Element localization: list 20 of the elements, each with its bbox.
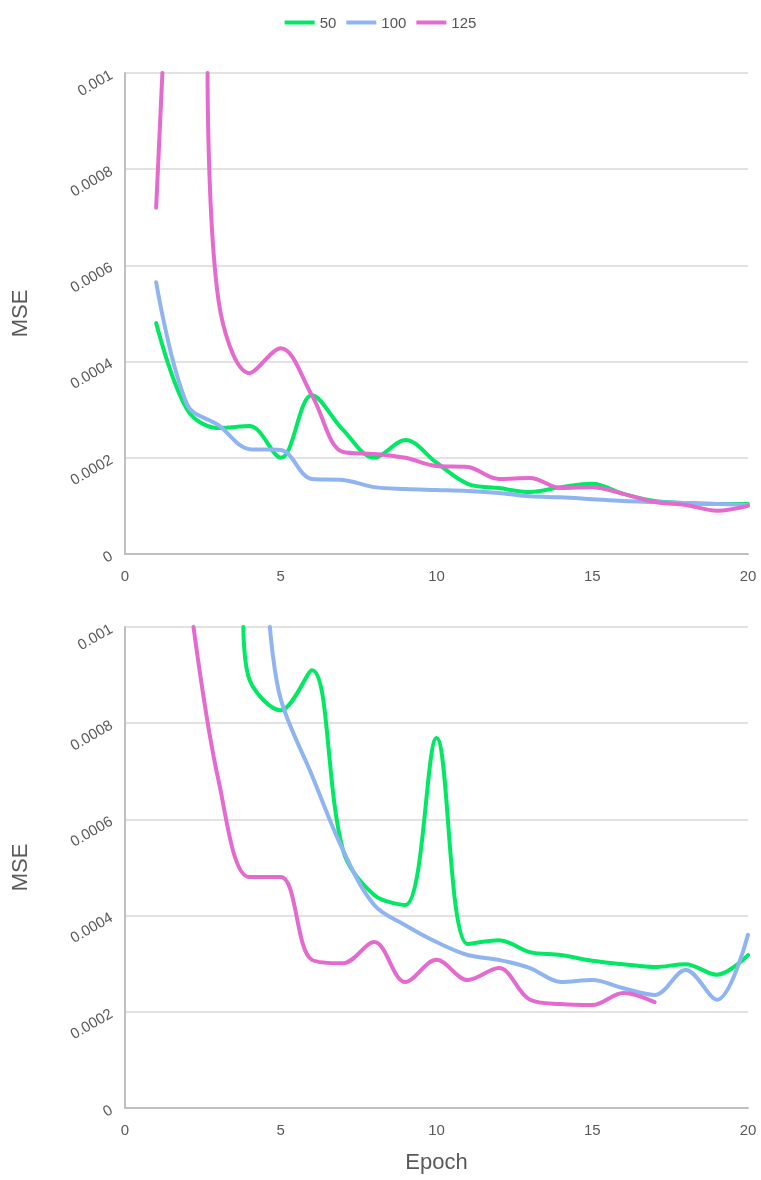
x-tick-label: 5 [276,567,285,584]
x-tick-label: 10 [428,1121,445,1138]
x-tick-label: 15 [583,567,601,584]
x-tick-label: 0 [120,1121,130,1138]
y-tick-label: 0 [99,546,116,566]
x-tick-label: 0 [120,567,130,584]
x-tick-label: 20 [739,1121,757,1138]
x-tick-label: 15 [583,1121,601,1138]
legend-label: 125 [451,14,477,31]
y-tick-label: 0.001 [74,65,116,100]
y-axis-title: MSE [6,843,32,892]
y-axis-title: MSE [6,289,32,338]
legend-label: 100 [381,14,407,31]
legend-label: 50 [319,14,337,31]
x-tick-label: 10 [428,567,445,584]
y-tick-label: 0 [99,1100,116,1120]
x-tick-label: 5 [276,1121,285,1138]
x-tick-label: 20 [739,567,757,584]
y-tick-label: 0.001 [74,619,116,654]
x-axis-title: Epoch [405,1148,468,1174]
